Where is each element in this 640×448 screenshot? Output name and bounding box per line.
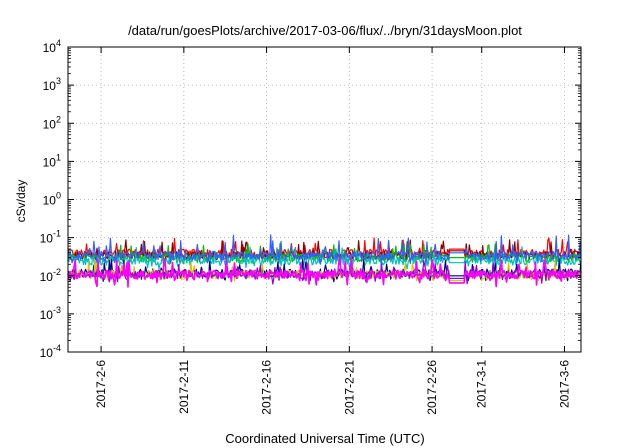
series-layer bbox=[67, 234, 582, 288]
y-tick-label: 10-3 bbox=[40, 305, 61, 322]
x-tick-label: 2017-2-26 bbox=[425, 360, 439, 415]
axes: 10-4 10-3 10-2 10-1 100 101 102 103 104 2017-2-6 2… bbox=[40, 38, 582, 415]
x-tick-label: 2017-2-21 bbox=[342, 360, 356, 415]
series-line bbox=[67, 234, 582, 265]
x-axis-label: Coordinated Universal Time (UTC) bbox=[225, 431, 424, 446]
y-tick-label: 101 bbox=[43, 152, 61, 169]
y-tick-label: 100 bbox=[43, 191, 61, 208]
y-tick-label: 104 bbox=[43, 38, 61, 55]
x-tick-label: 2017-3-6 bbox=[557, 360, 571, 408]
y-tick-label: 10-2 bbox=[40, 267, 61, 284]
y-tick-label: 103 bbox=[43, 76, 61, 93]
x-tick-label: 2017-2-16 bbox=[260, 360, 274, 415]
series-line bbox=[67, 256, 582, 288]
y-tick-label: 10-1 bbox=[40, 229, 61, 246]
chart-title: /data/run/goesPlots/archive/2017-03-06/f… bbox=[128, 23, 522, 38]
x-tick-label: 2017-3-1 bbox=[475, 360, 489, 408]
plot-frame bbox=[67, 46, 582, 353]
x-tick-label: 2017-2-11 bbox=[177, 360, 191, 414]
x-tick-label: 2017-2-6 bbox=[94, 360, 108, 408]
y-axis-label: cSv/day bbox=[14, 180, 28, 223]
y-tick-label: 102 bbox=[43, 114, 61, 131]
grid bbox=[68, 46, 581, 353]
y-tick-label: 10-4 bbox=[40, 343, 61, 360]
